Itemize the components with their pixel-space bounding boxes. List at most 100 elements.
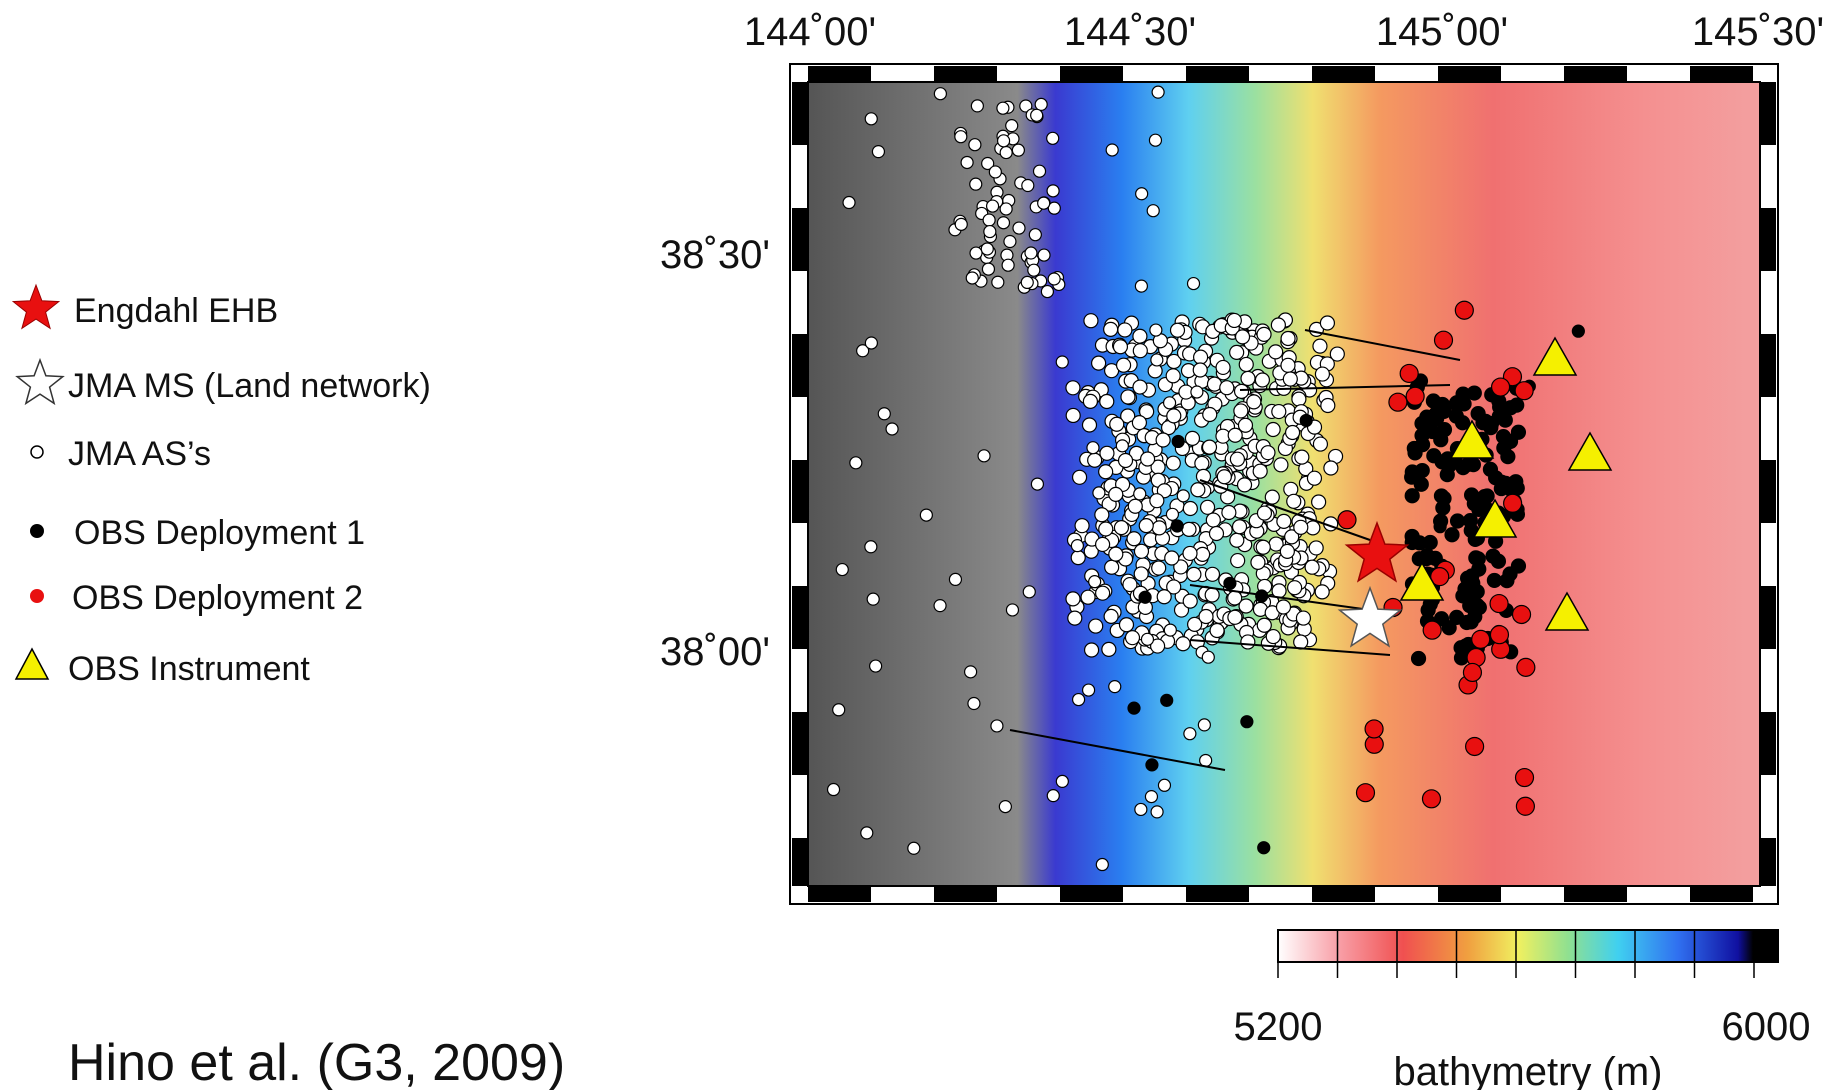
event [1021, 276, 1033, 288]
event [978, 450, 990, 462]
frame-tick [1761, 523, 1776, 586]
frame-tick [1761, 712, 1776, 775]
event [1222, 505, 1236, 519]
event [1139, 519, 1153, 533]
event [1023, 586, 1035, 598]
event [1313, 437, 1327, 451]
event [1158, 779, 1170, 791]
event [872, 146, 884, 158]
frame-tick [808, 66, 871, 81]
event [1269, 345, 1283, 359]
event [1236, 330, 1250, 344]
event [1480, 489, 1494, 503]
event [1083, 394, 1097, 408]
event [968, 698, 980, 710]
event [1281, 331, 1295, 345]
event [1029, 229, 1041, 241]
event [1031, 109, 1043, 121]
event [1287, 494, 1301, 508]
frame-tick [792, 838, 807, 886]
event [1272, 405, 1286, 419]
frame-tick [1627, 66, 1690, 81]
frame-tick [1761, 271, 1776, 334]
event [1135, 803, 1147, 815]
event [1185, 431, 1199, 445]
event [1134, 544, 1148, 558]
event [1277, 514, 1291, 528]
event [1150, 324, 1162, 336]
event [1241, 371, 1255, 385]
event [1041, 286, 1053, 298]
event [999, 801, 1011, 813]
frame-tick [1690, 887, 1753, 902]
event [1191, 386, 1203, 398]
event [1276, 600, 1290, 614]
event [1365, 720, 1383, 738]
event [1265, 490, 1279, 504]
colorbar-max: 6000 [1722, 1005, 1811, 1049]
event [843, 197, 855, 209]
event [1166, 369, 1180, 383]
event [920, 509, 932, 521]
event [966, 272, 978, 284]
event [1183, 594, 1197, 608]
event [1261, 446, 1275, 460]
x-label: 144˚00' [744, 10, 876, 54]
event [997, 217, 1009, 229]
event [1227, 313, 1241, 327]
event [1495, 475, 1509, 489]
event [1109, 487, 1123, 501]
event [861, 827, 873, 839]
frame-tick [792, 397, 807, 460]
event [1217, 470, 1231, 484]
event [1156, 433, 1170, 447]
y-label: 38˚30' [660, 233, 770, 277]
event [1089, 576, 1101, 588]
event [1071, 551, 1085, 565]
event [1191, 483, 1205, 497]
event [1066, 408, 1080, 422]
event [1031, 478, 1043, 490]
event [1321, 399, 1335, 413]
frame-tick [792, 145, 807, 208]
event [1234, 404, 1248, 418]
event [1253, 464, 1267, 478]
legend-label: OBS Instrument [68, 650, 310, 688]
event [1145, 791, 1157, 803]
event [1434, 433, 1448, 447]
frame-tick [934, 887, 997, 902]
event [982, 263, 994, 275]
legend-symbol [16, 649, 48, 679]
event [1073, 694, 1085, 706]
event [1266, 630, 1280, 644]
event [1415, 429, 1429, 443]
event [1118, 323, 1132, 337]
frame-tick [1501, 66, 1564, 81]
event [1096, 537, 1110, 551]
event [1209, 526, 1223, 540]
event [1141, 452, 1155, 466]
event [1231, 554, 1245, 568]
x-label: 145˚00' [1376, 10, 1508, 54]
event [1114, 521, 1128, 535]
frame-tick [997, 887, 1060, 902]
legend-label: JMA MS (Land network) [68, 367, 431, 405]
event [1201, 500, 1215, 514]
event [971, 100, 983, 112]
event [1258, 842, 1270, 854]
event [1202, 651, 1214, 663]
event [1128, 702, 1140, 714]
frame-tick [871, 887, 934, 902]
event [1151, 806, 1163, 818]
event [1324, 461, 1338, 475]
colorbar [1278, 930, 1778, 962]
event [1194, 350, 1208, 364]
frame-tick [871, 66, 934, 81]
event [1167, 409, 1181, 423]
event [1117, 358, 1131, 372]
event [1188, 278, 1200, 290]
event [1469, 551, 1483, 565]
y-label: 38˚00' [660, 630, 770, 674]
event [1320, 316, 1334, 330]
event [1056, 356, 1068, 368]
